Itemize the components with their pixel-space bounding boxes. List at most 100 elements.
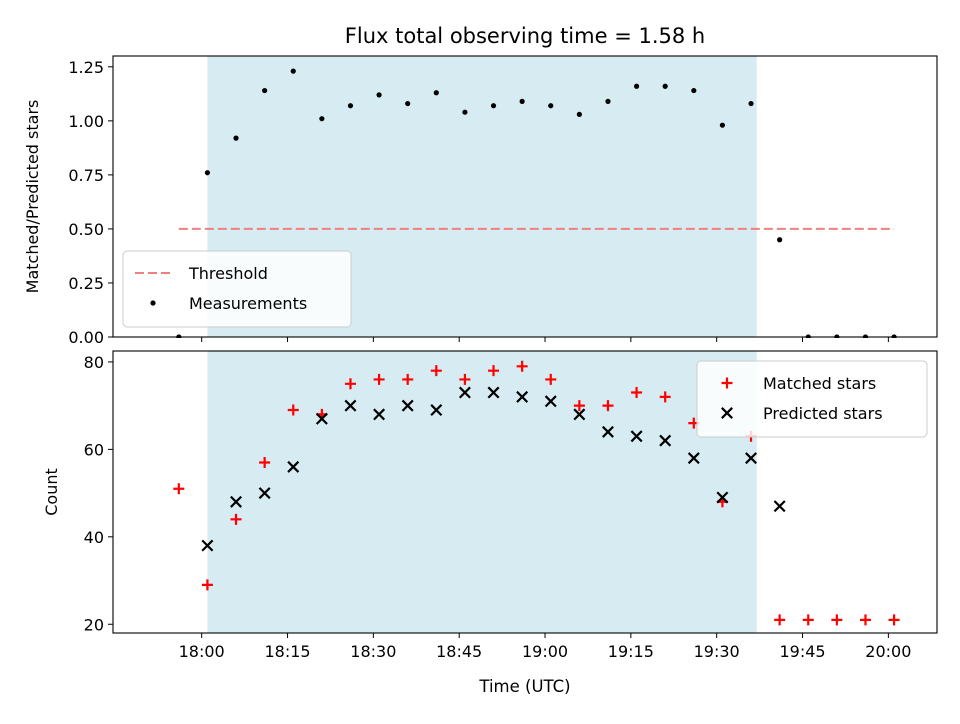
matched-stars-point xyxy=(402,373,414,385)
matched-stars-point xyxy=(774,614,786,626)
y-tick-label: 40 xyxy=(84,528,104,547)
x-tick-label: 18:15 xyxy=(264,642,310,661)
x-axis-label: Time (UTC) xyxy=(478,677,570,696)
measurement-point xyxy=(462,109,468,115)
predicted-stars-point xyxy=(430,404,443,417)
matched-stars-point xyxy=(373,373,385,385)
measurement-point xyxy=(576,111,582,117)
y-tick-label: 1.00 xyxy=(68,112,104,131)
x-tick-label: 19:45 xyxy=(779,642,825,661)
y-axis-label: Count xyxy=(42,468,61,516)
measurement-point xyxy=(519,98,525,104)
predicted-stars-point xyxy=(315,412,328,425)
predicted-stars-point xyxy=(401,399,414,412)
predicted-stars-point xyxy=(745,452,758,465)
predicted-stars-point xyxy=(344,399,357,412)
axes-frame xyxy=(112,55,938,338)
matched-stars-point xyxy=(287,404,299,416)
chart-title: Flux total observing time = 1.58 h xyxy=(345,24,705,48)
measurement-point xyxy=(777,237,783,243)
y-tick-label: 0.50 xyxy=(68,220,104,239)
y-tick-label: 0.00 xyxy=(68,328,104,347)
predicted-stars-point xyxy=(373,408,386,421)
measurement-point xyxy=(376,92,382,98)
predicted-stars-point xyxy=(258,487,271,500)
observing-window xyxy=(207,351,757,633)
x-tick-label: 18:45 xyxy=(436,642,482,661)
y-tick-label: 1.25 xyxy=(68,58,104,77)
y-tick-label: 20 xyxy=(84,615,104,634)
measurement-point xyxy=(262,87,268,94)
measurement-point xyxy=(748,100,754,107)
legend-predicted-swatch xyxy=(721,407,733,419)
y-tick-label: 0.25 xyxy=(68,274,104,293)
legend: Threshold Measurements xyxy=(122,250,352,328)
legend-label: Threshold xyxy=(188,264,268,283)
legend: Matched stars Predicted stars xyxy=(696,360,928,438)
x-tick-label: 18:30 xyxy=(350,642,396,661)
matched-stars-point xyxy=(573,400,585,412)
legend-box xyxy=(696,360,928,438)
x-tick-label: 19:15 xyxy=(608,642,654,661)
predicted-stars-point xyxy=(630,430,643,443)
measurement-point xyxy=(204,170,211,176)
predicted-stars-point xyxy=(230,495,243,508)
measurement-point xyxy=(347,103,354,109)
y-tick-label: 60 xyxy=(84,440,104,459)
predicted-stars-point xyxy=(687,452,700,465)
legend-matched-swatch xyxy=(721,377,733,389)
legend-label: Measurements xyxy=(189,294,307,313)
matched-stars-point xyxy=(173,483,185,495)
matched-stars-point xyxy=(859,614,871,626)
matched-stars-point xyxy=(488,365,500,377)
predicted-stars-point xyxy=(458,386,471,399)
predicted-stars-point xyxy=(487,386,500,399)
measurement-point xyxy=(633,83,640,89)
matched-stars-point xyxy=(430,365,442,377)
matched-stars-point xyxy=(602,400,614,412)
predicted-stars-point xyxy=(716,491,729,504)
measurement-point xyxy=(548,103,554,109)
matched-stars-point xyxy=(659,391,671,403)
measurement-point xyxy=(605,98,611,104)
matched-stars-point xyxy=(459,373,471,385)
matched-stars-point xyxy=(802,614,814,626)
measurement-point xyxy=(490,103,497,109)
matched-stars-point xyxy=(230,513,242,525)
legend-label: Matched stars xyxy=(763,374,876,393)
y-axis-label: Matched/Predicted stars xyxy=(23,100,42,294)
legend-measurement-swatch xyxy=(150,300,156,306)
count-panel: 20 40 60 80 18:00 18:15 18:30 18:45 19:00 19:15 19… xyxy=(42,350,938,661)
measurement-point xyxy=(290,68,296,74)
matched-stars-point xyxy=(259,456,271,468)
predicted-stars-point xyxy=(287,460,300,473)
matched-stars-point xyxy=(344,378,356,390)
y-tick-label: 0.75 xyxy=(68,166,104,185)
matched-stars-point xyxy=(201,579,213,591)
predicted-stars-point xyxy=(544,395,557,408)
predicted-stars-point xyxy=(773,500,786,513)
ratio-panel: 0.00 0.25 0.50 0.75 1.00 1.25 Matched/Predicte… xyxy=(23,55,938,347)
axes-frame xyxy=(112,350,938,634)
predicted-stars-point xyxy=(659,434,672,447)
measurement-point xyxy=(233,135,239,141)
matched-stars-point xyxy=(516,360,528,372)
matched-stars-point xyxy=(631,387,643,399)
predicted-stars-point xyxy=(601,425,614,438)
measurement-point xyxy=(319,116,325,122)
predicted-stars-point xyxy=(516,390,529,403)
measurement-point xyxy=(691,87,697,94)
measurement-point xyxy=(662,83,668,89)
legend-box xyxy=(122,250,352,328)
matched-stars-point xyxy=(831,614,843,626)
matched-stars-point xyxy=(545,373,557,385)
measurement-point xyxy=(405,100,411,107)
x-tick-label: 19:00 xyxy=(522,642,568,661)
matched-stars-point xyxy=(888,614,900,626)
x-tick-label: 20:00 xyxy=(865,642,911,661)
legend-label: Predicted stars xyxy=(763,404,883,423)
measurement-point xyxy=(433,90,439,96)
x-tick-label: 19:30 xyxy=(694,642,740,661)
predicted-stars-point xyxy=(201,539,214,552)
